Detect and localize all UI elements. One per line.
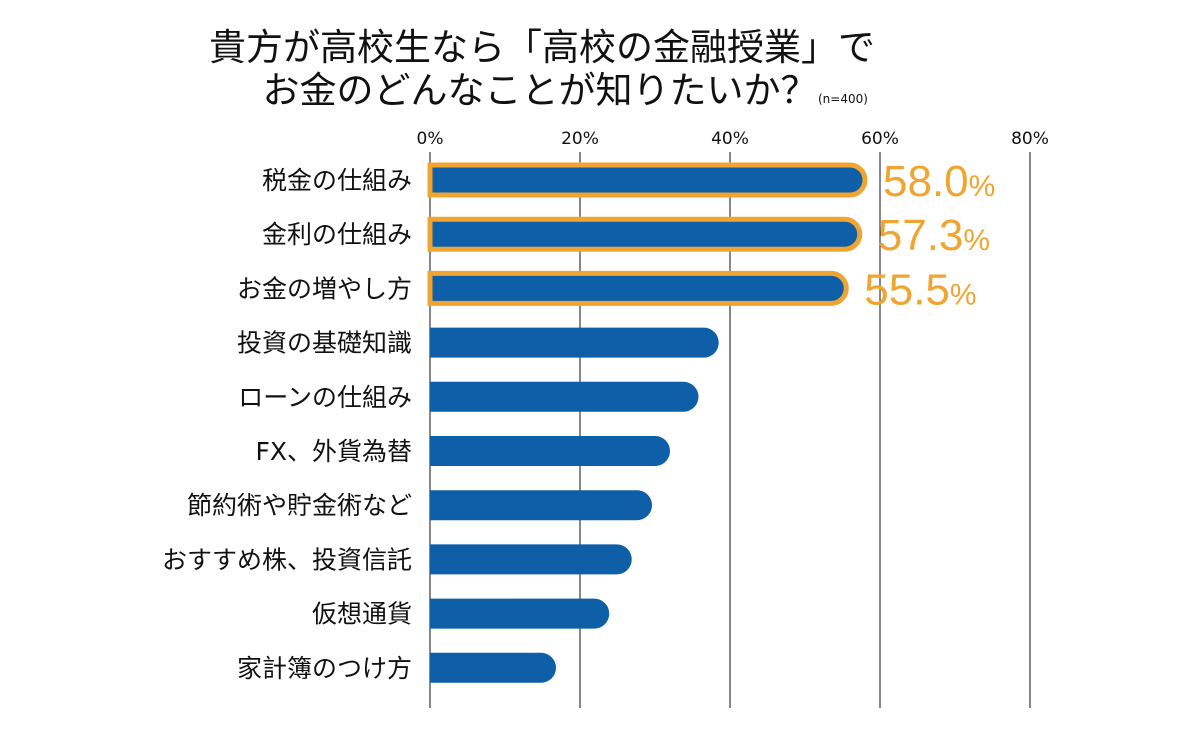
bar [430, 490, 652, 521]
value-label-unit: % [963, 224, 990, 257]
x-tick-label: 60% [861, 129, 899, 149]
category-label: 金利の仕組み [262, 220, 412, 249]
bar [427, 270, 849, 306]
x-tick-label: 20% [561, 129, 599, 149]
value-label: 58.0% [883, 157, 995, 206]
category-label: FX、外貨為替 [255, 437, 412, 466]
bar [430, 544, 632, 575]
value-label-number: 57.3 [878, 211, 964, 260]
category-label: 税金の仕組み [262, 166, 412, 195]
sample-size-note: (n=400) [818, 92, 868, 106]
category-label: お金の増やし方 [237, 274, 412, 303]
category-label: 投資の基礎知識 [237, 329, 412, 358]
value-label-number: 55.5 [864, 265, 950, 314]
category-label: ローンの仕組み [238, 383, 412, 412]
bar [427, 162, 868, 198]
bar [430, 436, 670, 466]
category-label: おすすめ株、投資信託 [162, 545, 412, 574]
category-label: 節約術や貯金術など [187, 491, 412, 520]
value-label: 55.5% [864, 265, 976, 314]
title-line-2: お金のどんなことが知りたいか？ [263, 69, 818, 112]
value-label-unit: % [950, 278, 977, 311]
bar [430, 652, 557, 683]
bars [427, 162, 868, 683]
value-label: 57.3% [878, 211, 990, 260]
x-tick-label: 80% [1011, 129, 1049, 149]
value-labels: 58.0%57.3%55.5% [864, 157, 995, 314]
value-label-number: 58.0 [883, 157, 969, 206]
value-label-unit: % [969, 170, 996, 203]
chart-title: 貴方が高校生なら「高校の金融授業」で お金のどんなことが知りたいか？ (n=40… [209, 26, 875, 112]
category-label: 仮想通貨 [312, 600, 412, 629]
bar [430, 381, 699, 412]
x-tick-label: 40% [711, 129, 749, 149]
bar [430, 327, 719, 358]
title-line-1: 貴方が高校生なら「高校の金融授業」で [209, 26, 875, 69]
x-axis-ticks: 0% 20% 40% 60% 80% [417, 129, 1049, 149]
bar [427, 216, 863, 252]
category-label: 家計簿のつけ方 [237, 654, 412, 683]
bar [430, 598, 610, 629]
x-tick-label: 0% [417, 129, 444, 149]
